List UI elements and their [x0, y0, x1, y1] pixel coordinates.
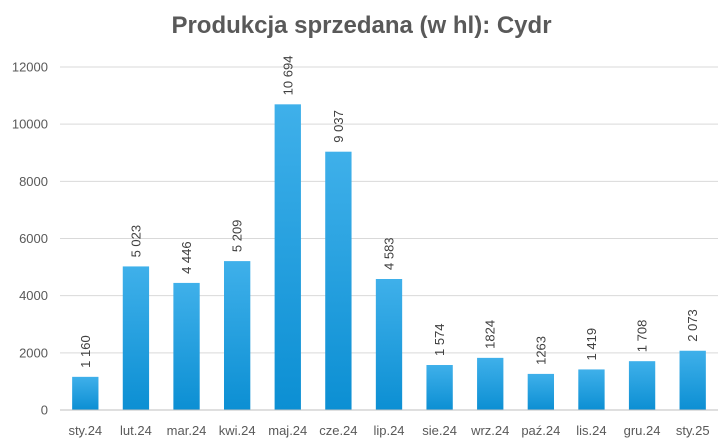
- data-label: 4 446: [179, 241, 194, 274]
- x-tick-label: kwi.24: [219, 423, 256, 438]
- bar: [527, 373, 555, 410]
- y-tick-label: 2000: [19, 345, 48, 360]
- x-tick-label: cze.24: [319, 423, 357, 438]
- y-tick-label: 0: [41, 403, 48, 418]
- bar: [679, 350, 706, 410]
- bar: [325, 151, 352, 410]
- bar: [223, 261, 251, 410]
- data-label: 2 073: [685, 309, 700, 342]
- data-label: 5 023: [128, 225, 143, 258]
- chart-title: Produkcja sprzedana (w hl): Cydr: [171, 12, 552, 39]
- data-label: 1 574: [432, 323, 447, 356]
- x-tick-label: sie.24: [422, 423, 457, 438]
- bar: [72, 376, 99, 410]
- bar: [628, 361, 656, 410]
- data-label: 10 694: [280, 56, 295, 96]
- bar: [578, 369, 605, 410]
- y-tick-label: 4000: [19, 288, 48, 303]
- x-tick-label: sty.24: [68, 423, 102, 438]
- data-label: 1263: [533, 336, 548, 365]
- data-label: 1824: [483, 320, 498, 349]
- data-label: 4 583: [382, 237, 397, 270]
- data-label: 1 160: [78, 335, 93, 368]
- bar: [375, 279, 403, 410]
- y-tick-label: 8000: [19, 174, 48, 189]
- x-tick-label: mar.24: [167, 423, 207, 438]
- x-axis-ticks: sty.24 lut.24 mar.24 kwi.24 maj.24 cze.24 lip.…: [68, 423, 709, 438]
- bar: [426, 365, 453, 410]
- x-tick-label: wrz.24: [470, 423, 509, 438]
- data-labels: 1 160 5 023 4 446 5 209 10 694 9 037 4 583 1 57…: [78, 56, 700, 368]
- x-tick-label: maj.24: [268, 423, 307, 438]
- data-label: 5 209: [230, 220, 245, 253]
- y-tick-label: 12000: [12, 60, 48, 75]
- bar: [477, 357, 504, 410]
- bar: [173, 282, 200, 410]
- bar: [122, 266, 150, 410]
- y-axis-ticks: 0 2000 4000 6000 8000 10000 12000: [12, 60, 48, 418]
- y-tick-label: 6000: [19, 231, 48, 246]
- y-tick-label: 10000: [12, 117, 48, 132]
- x-tick-label: lut.24: [120, 423, 152, 438]
- data-label: 1 419: [584, 328, 599, 361]
- x-tick-label: sty.25: [676, 423, 710, 438]
- data-label: 9 037: [331, 110, 346, 143]
- bars: [72, 104, 706, 410]
- x-tick-label: lip.24: [373, 423, 404, 438]
- data-label: 1 708: [635, 320, 650, 353]
- x-tick-label: paź.24: [521, 423, 560, 438]
- x-tick-label: gru.24: [624, 423, 661, 438]
- x-tick-label: lis.24: [576, 423, 606, 438]
- bar: [274, 104, 301, 410]
